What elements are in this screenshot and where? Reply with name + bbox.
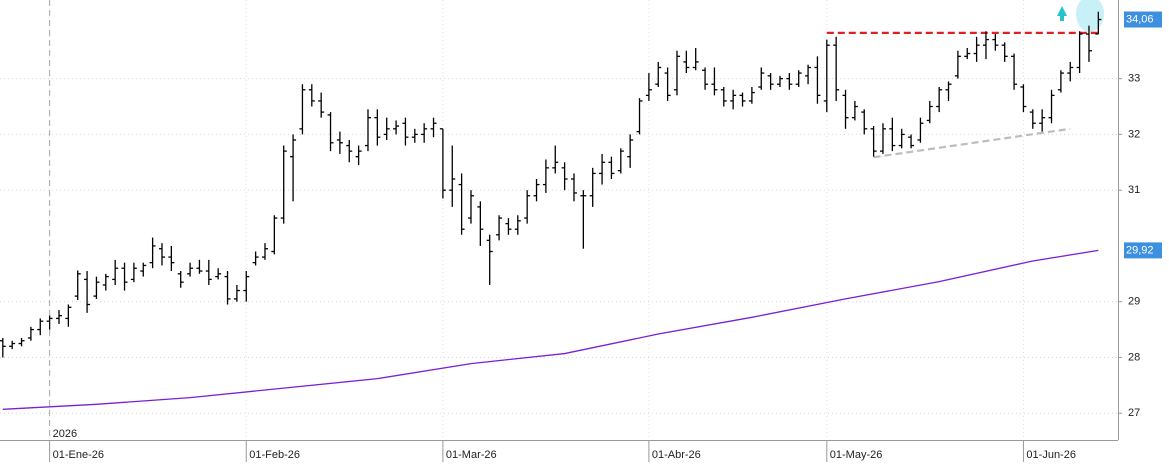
price-label-box <box>1124 11 1162 28</box>
highlight-circle <box>1076 0 1104 32</box>
x-tick-label: 01-Feb-26 <box>249 449 300 461</box>
x-tick-label: 01-Abr-26 <box>652 449 701 461</box>
y-tick-label: 27 <box>1128 407 1140 419</box>
x-tick-label: 01-Mar-26 <box>446 449 497 461</box>
y-tick-label: 31 <box>1128 184 1140 196</box>
price-label: 34,06 <box>1126 13 1154 25</box>
price-label: 29,92 <box>1126 244 1154 256</box>
y-tick-label: 29 <box>1128 296 1140 308</box>
x-tick-label: 01-Jun-26 <box>1026 449 1076 461</box>
overlay-line <box>2 249 1099 410</box>
overlay-line <box>873 127 1071 159</box>
y-tick-label: 32 <box>1128 128 1140 140</box>
year-label: 2026 <box>53 428 77 440</box>
y-tick-label: 33 <box>1128 73 1140 85</box>
up-arrow-icon-stem <box>1060 15 1064 21</box>
y-tick-label: 28 <box>1128 351 1140 363</box>
price-label-box <box>1124 242 1162 259</box>
up-arrow-icon <box>1057 6 1067 16</box>
x-tick-label: 01-May-26 <box>830 449 883 461</box>
x-tick-label: 01-Ene-26 <box>53 449 104 461</box>
